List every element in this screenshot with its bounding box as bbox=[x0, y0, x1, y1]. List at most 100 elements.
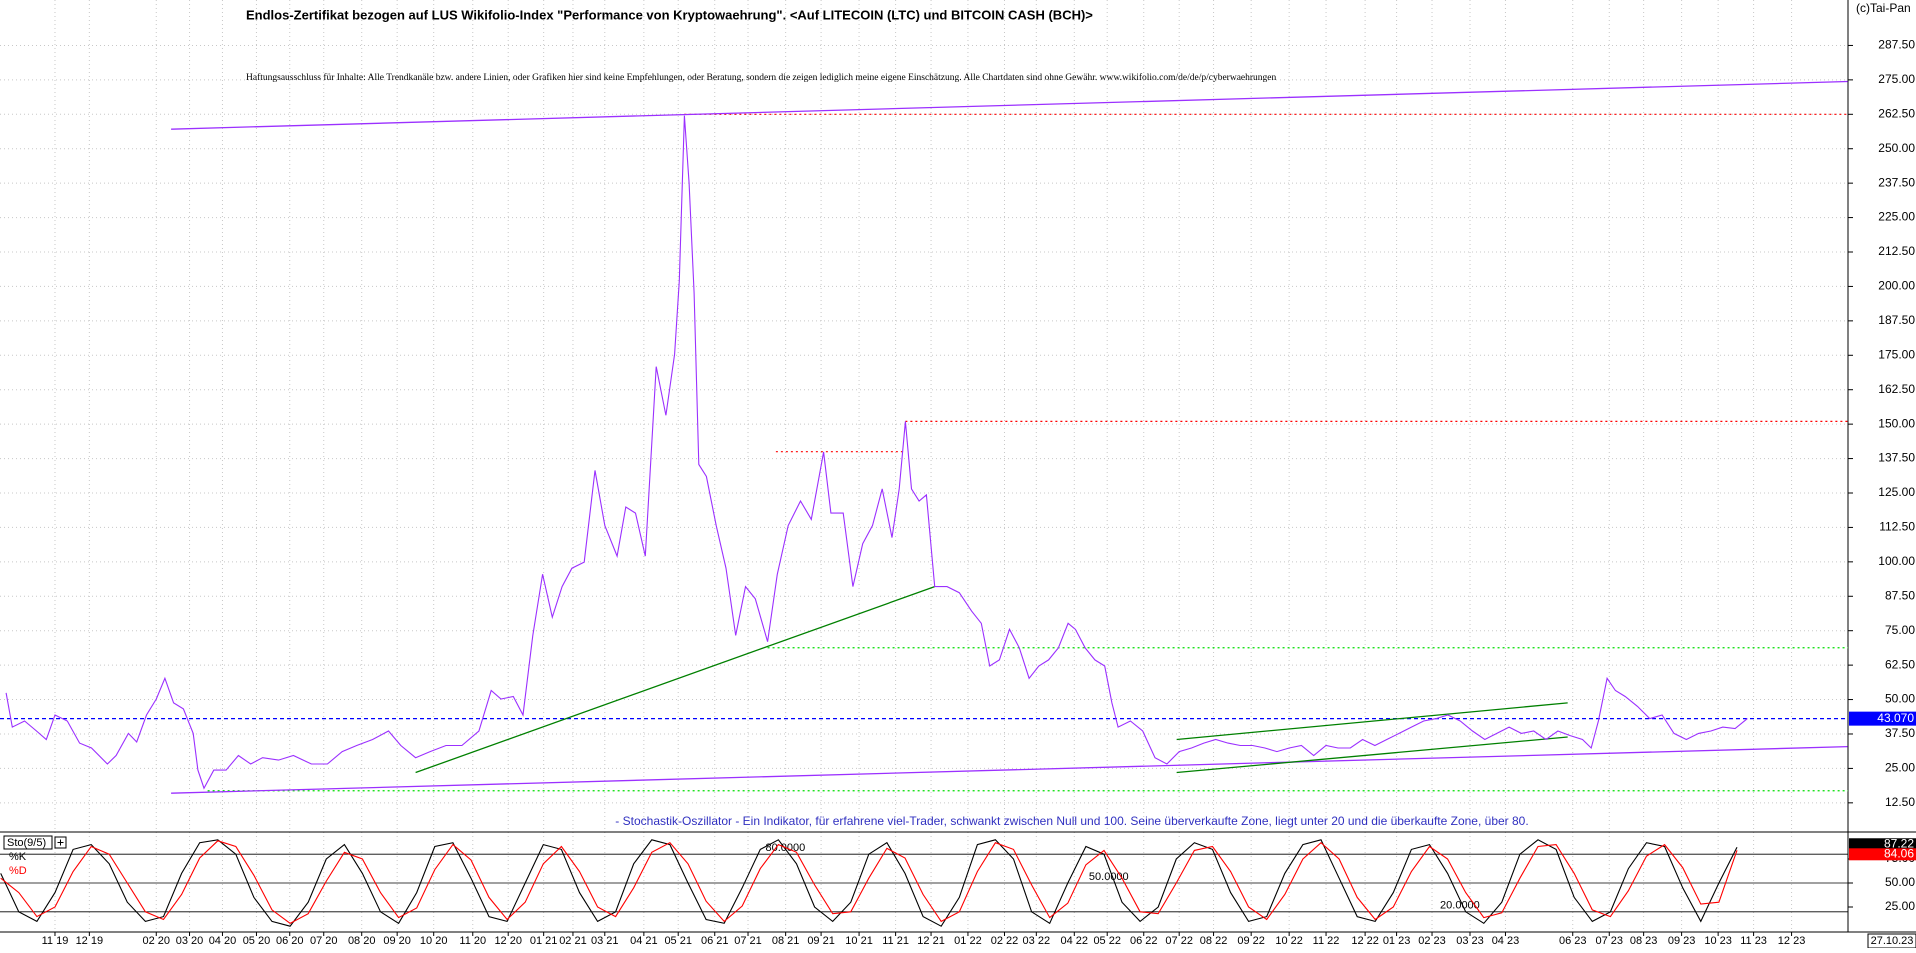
x-tick-label: 11 22 bbox=[1313, 935, 1340, 947]
x-tick-label: 02 23 bbox=[1418, 935, 1446, 947]
x-tick-label: 10 21 bbox=[845, 935, 873, 947]
x-tick-label: 06 22 bbox=[1130, 935, 1158, 947]
x-tick-label: 03 23 bbox=[1456, 935, 1484, 947]
y-tick-label: 275.00 bbox=[1878, 72, 1915, 86]
y-tick-label: 162.50 bbox=[1878, 382, 1915, 396]
value-label: 43.070 bbox=[1877, 711, 1914, 725]
x-tick-label: 12 21 bbox=[917, 935, 945, 947]
x-tick-label: 07 21 bbox=[734, 935, 762, 947]
y-tick-label: 237.50 bbox=[1878, 175, 1915, 189]
x-tick-label: 02 20 bbox=[142, 935, 170, 947]
x-tick-label: 12 19 bbox=[76, 935, 104, 947]
x-tick-label: 08 22 bbox=[1200, 935, 1228, 947]
copyright: (c)Tai-Pan bbox=[1856, 1, 1911, 15]
y-tick-label: 150.00 bbox=[1878, 416, 1915, 430]
x-tick-label: 04 20 bbox=[209, 935, 237, 947]
legend-entry: %D bbox=[9, 865, 27, 877]
x-tick-label: 08 21 bbox=[772, 935, 800, 947]
value-box bbox=[1849, 838, 1916, 851]
x-tick-label: 05 21 bbox=[664, 935, 692, 947]
y-tick-label: 212.50 bbox=[1878, 244, 1915, 258]
trend-line bbox=[171, 746, 1848, 794]
x-tick-label: 12 23 bbox=[1778, 935, 1806, 947]
x-tick-label: 07 23 bbox=[1596, 935, 1624, 947]
y-tick-label: 100.00 bbox=[1878, 554, 1915, 568]
series-line bbox=[0, 840, 1738, 924]
plus-icon bbox=[57, 839, 64, 846]
legend-entry: %K bbox=[9, 851, 27, 863]
y-tick-label: 25.00 bbox=[1885, 899, 1915, 913]
x-tick-label: 01 22 bbox=[954, 935, 982, 947]
x-tick-label: 04 21 bbox=[630, 935, 658, 947]
y-tick-label: 50.00 bbox=[1885, 692, 1915, 706]
trend-line bbox=[171, 80, 1848, 130]
y-tick-label: 125.00 bbox=[1878, 485, 1915, 499]
x-tick-label: 02 21 bbox=[559, 935, 587, 947]
y-tick-label: 25.00 bbox=[1885, 761, 1915, 775]
x-tick-label: 11 21 bbox=[882, 935, 909, 947]
y-tick-label: 187.50 bbox=[1878, 313, 1915, 327]
x-tick-label: 03 21 bbox=[591, 935, 619, 947]
indicator-title-box bbox=[3, 835, 53, 850]
y-tick-label: 37.50 bbox=[1885, 726, 1915, 740]
y-tick-label: 262.50 bbox=[1878, 106, 1915, 120]
x-tick-label: 11 19 bbox=[42, 935, 69, 947]
x-tick-label: 06 21 bbox=[701, 935, 729, 947]
chart-title: Endlos-Zertifikat bezogen auf LUS Wikifo… bbox=[246, 7, 1093, 22]
x-tick-label: 06 23 bbox=[1559, 935, 1587, 947]
y-tick-label: 12.50 bbox=[1885, 795, 1915, 809]
x-tick-label: 09 21 bbox=[807, 935, 835, 947]
x-tick-label: 08 23 bbox=[1630, 935, 1658, 947]
x-tick-label: 09 23 bbox=[1668, 935, 1696, 947]
x-tick-label: 12 22 bbox=[1351, 935, 1379, 947]
x-tick-label: 07 22 bbox=[1165, 935, 1193, 947]
value-box bbox=[1849, 848, 1916, 861]
x-tick-label: 09 20 bbox=[383, 935, 411, 947]
x-tick-label: 05 22 bbox=[1093, 935, 1121, 947]
x-tick-label: 06 20 bbox=[276, 935, 304, 947]
x-tick-label: 02 22 bbox=[991, 935, 1019, 947]
level-label: 50.0000 bbox=[1089, 871, 1129, 883]
x-tick-label: 09 22 bbox=[1237, 935, 1265, 947]
value-box bbox=[1849, 711, 1916, 726]
trend-line bbox=[415, 586, 935, 774]
y-tick-label: 175.00 bbox=[1878, 347, 1915, 361]
y-tick-label: 200.00 bbox=[1878, 279, 1915, 293]
indicator-note: - Stochastik-Oszillator - Ein Indikator,… bbox=[615, 814, 1528, 828]
x-tick-label: 03 20 bbox=[176, 935, 204, 947]
y-tick-label: 75.00 bbox=[1885, 623, 1915, 637]
level-label: 20.0000 bbox=[1440, 900, 1480, 912]
x-tick-label: 11 23 bbox=[1740, 935, 1767, 947]
y-tick-label: 62.50 bbox=[1885, 657, 1915, 671]
x-tick-label: 04 22 bbox=[1061, 935, 1089, 947]
series-line bbox=[5, 115, 1748, 790]
value-label: 87.22 bbox=[1884, 836, 1914, 850]
x-tick-label: 12 20 bbox=[494, 935, 522, 947]
y-tick-label: 87.50 bbox=[1885, 588, 1915, 602]
date-label: 27.10.23 bbox=[1871, 935, 1914, 947]
y-tick-label: 112.50 bbox=[1879, 520, 1915, 534]
y-tick-label: 50.00 bbox=[1885, 875, 1915, 889]
y-tick-label: 250.00 bbox=[1878, 141, 1915, 155]
trend-line bbox=[1176, 736, 1568, 774]
y-tick-label: 225.00 bbox=[1878, 210, 1915, 224]
x-tick-label: 07 20 bbox=[310, 935, 338, 947]
trend-line bbox=[1176, 702, 1568, 741]
y-tick-label: 287.50 bbox=[1878, 38, 1915, 52]
y-tick-label: 137.50 bbox=[1878, 451, 1915, 465]
x-tick-label: 05 20 bbox=[243, 935, 271, 947]
series-line bbox=[0, 839, 1738, 927]
x-tick-label: 10 23 bbox=[1704, 935, 1732, 947]
x-tick-label: 03 22 bbox=[1023, 935, 1051, 947]
x-tick-label: 10 22 bbox=[1275, 935, 1303, 947]
x-tick-label: 10 20 bbox=[420, 935, 448, 947]
indicator-title: Sto(9/5) bbox=[7, 837, 46, 849]
x-tick-label: 04 23 bbox=[1492, 935, 1520, 947]
disclaimer: Haftungsausschluss für Inhalte: Alle Tre… bbox=[246, 72, 1277, 83]
x-tick-label: 01 23 bbox=[1383, 935, 1411, 947]
x-tick-label: 01 21 bbox=[530, 935, 558, 947]
x-tick-label: 08 20 bbox=[348, 935, 376, 947]
